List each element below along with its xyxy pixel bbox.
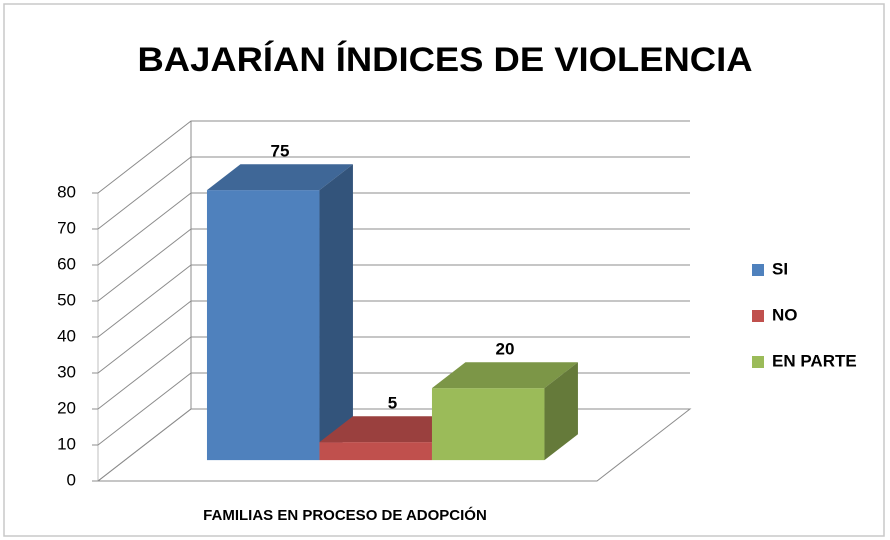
grid-line — [97, 228, 690, 302]
y-tick-label: 20 — [57, 398, 76, 417]
grid-line — [97, 120, 690, 194]
bar-top — [206, 164, 353, 191]
bar-front — [431, 388, 545, 461]
y-tick-label: 50 — [57, 290, 76, 309]
bar-front — [319, 442, 432, 461]
chart-title: BAJARÍAN ÍNDICES DE VIOLENCIA — [138, 41, 753, 79]
x-tick-label: FAMILIAS EN PROCESO DE ADOPCIÓN — [203, 506, 487, 524]
legend-swatch — [752, 356, 764, 368]
y-tick-label: 0 — [67, 470, 76, 489]
data-label: 20 — [495, 340, 514, 359]
bar-side — [319, 164, 353, 461]
grid-line — [97, 300, 690, 374]
grid-line — [97, 264, 690, 338]
data-label: 75 — [270, 142, 289, 161]
legend-label: SI — [772, 259, 788, 278]
y-tick-label: 30 — [57, 362, 76, 381]
bar-top — [431, 362, 578, 389]
data-label: 5 — [388, 394, 397, 413]
y-tick-label: 10 — [57, 434, 76, 453]
grid-line — [97, 156, 690, 230]
legend-swatch — [752, 264, 764, 276]
y-tick-label: 80 — [57, 182, 76, 201]
grid-line — [97, 192, 690, 266]
bar-side — [544, 362, 578, 461]
y-tick-label: 70 — [57, 218, 76, 237]
grid-line — [97, 336, 690, 410]
bar-top — [319, 416, 466, 443]
legend-label: EN PARTE — [772, 351, 857, 370]
legend-swatch — [752, 310, 764, 322]
y-tick-label: 40 — [57, 326, 76, 345]
legend-label: NO — [772, 305, 798, 324]
bar-front — [206, 190, 320, 461]
y-tick-label: 60 — [57, 254, 76, 273]
